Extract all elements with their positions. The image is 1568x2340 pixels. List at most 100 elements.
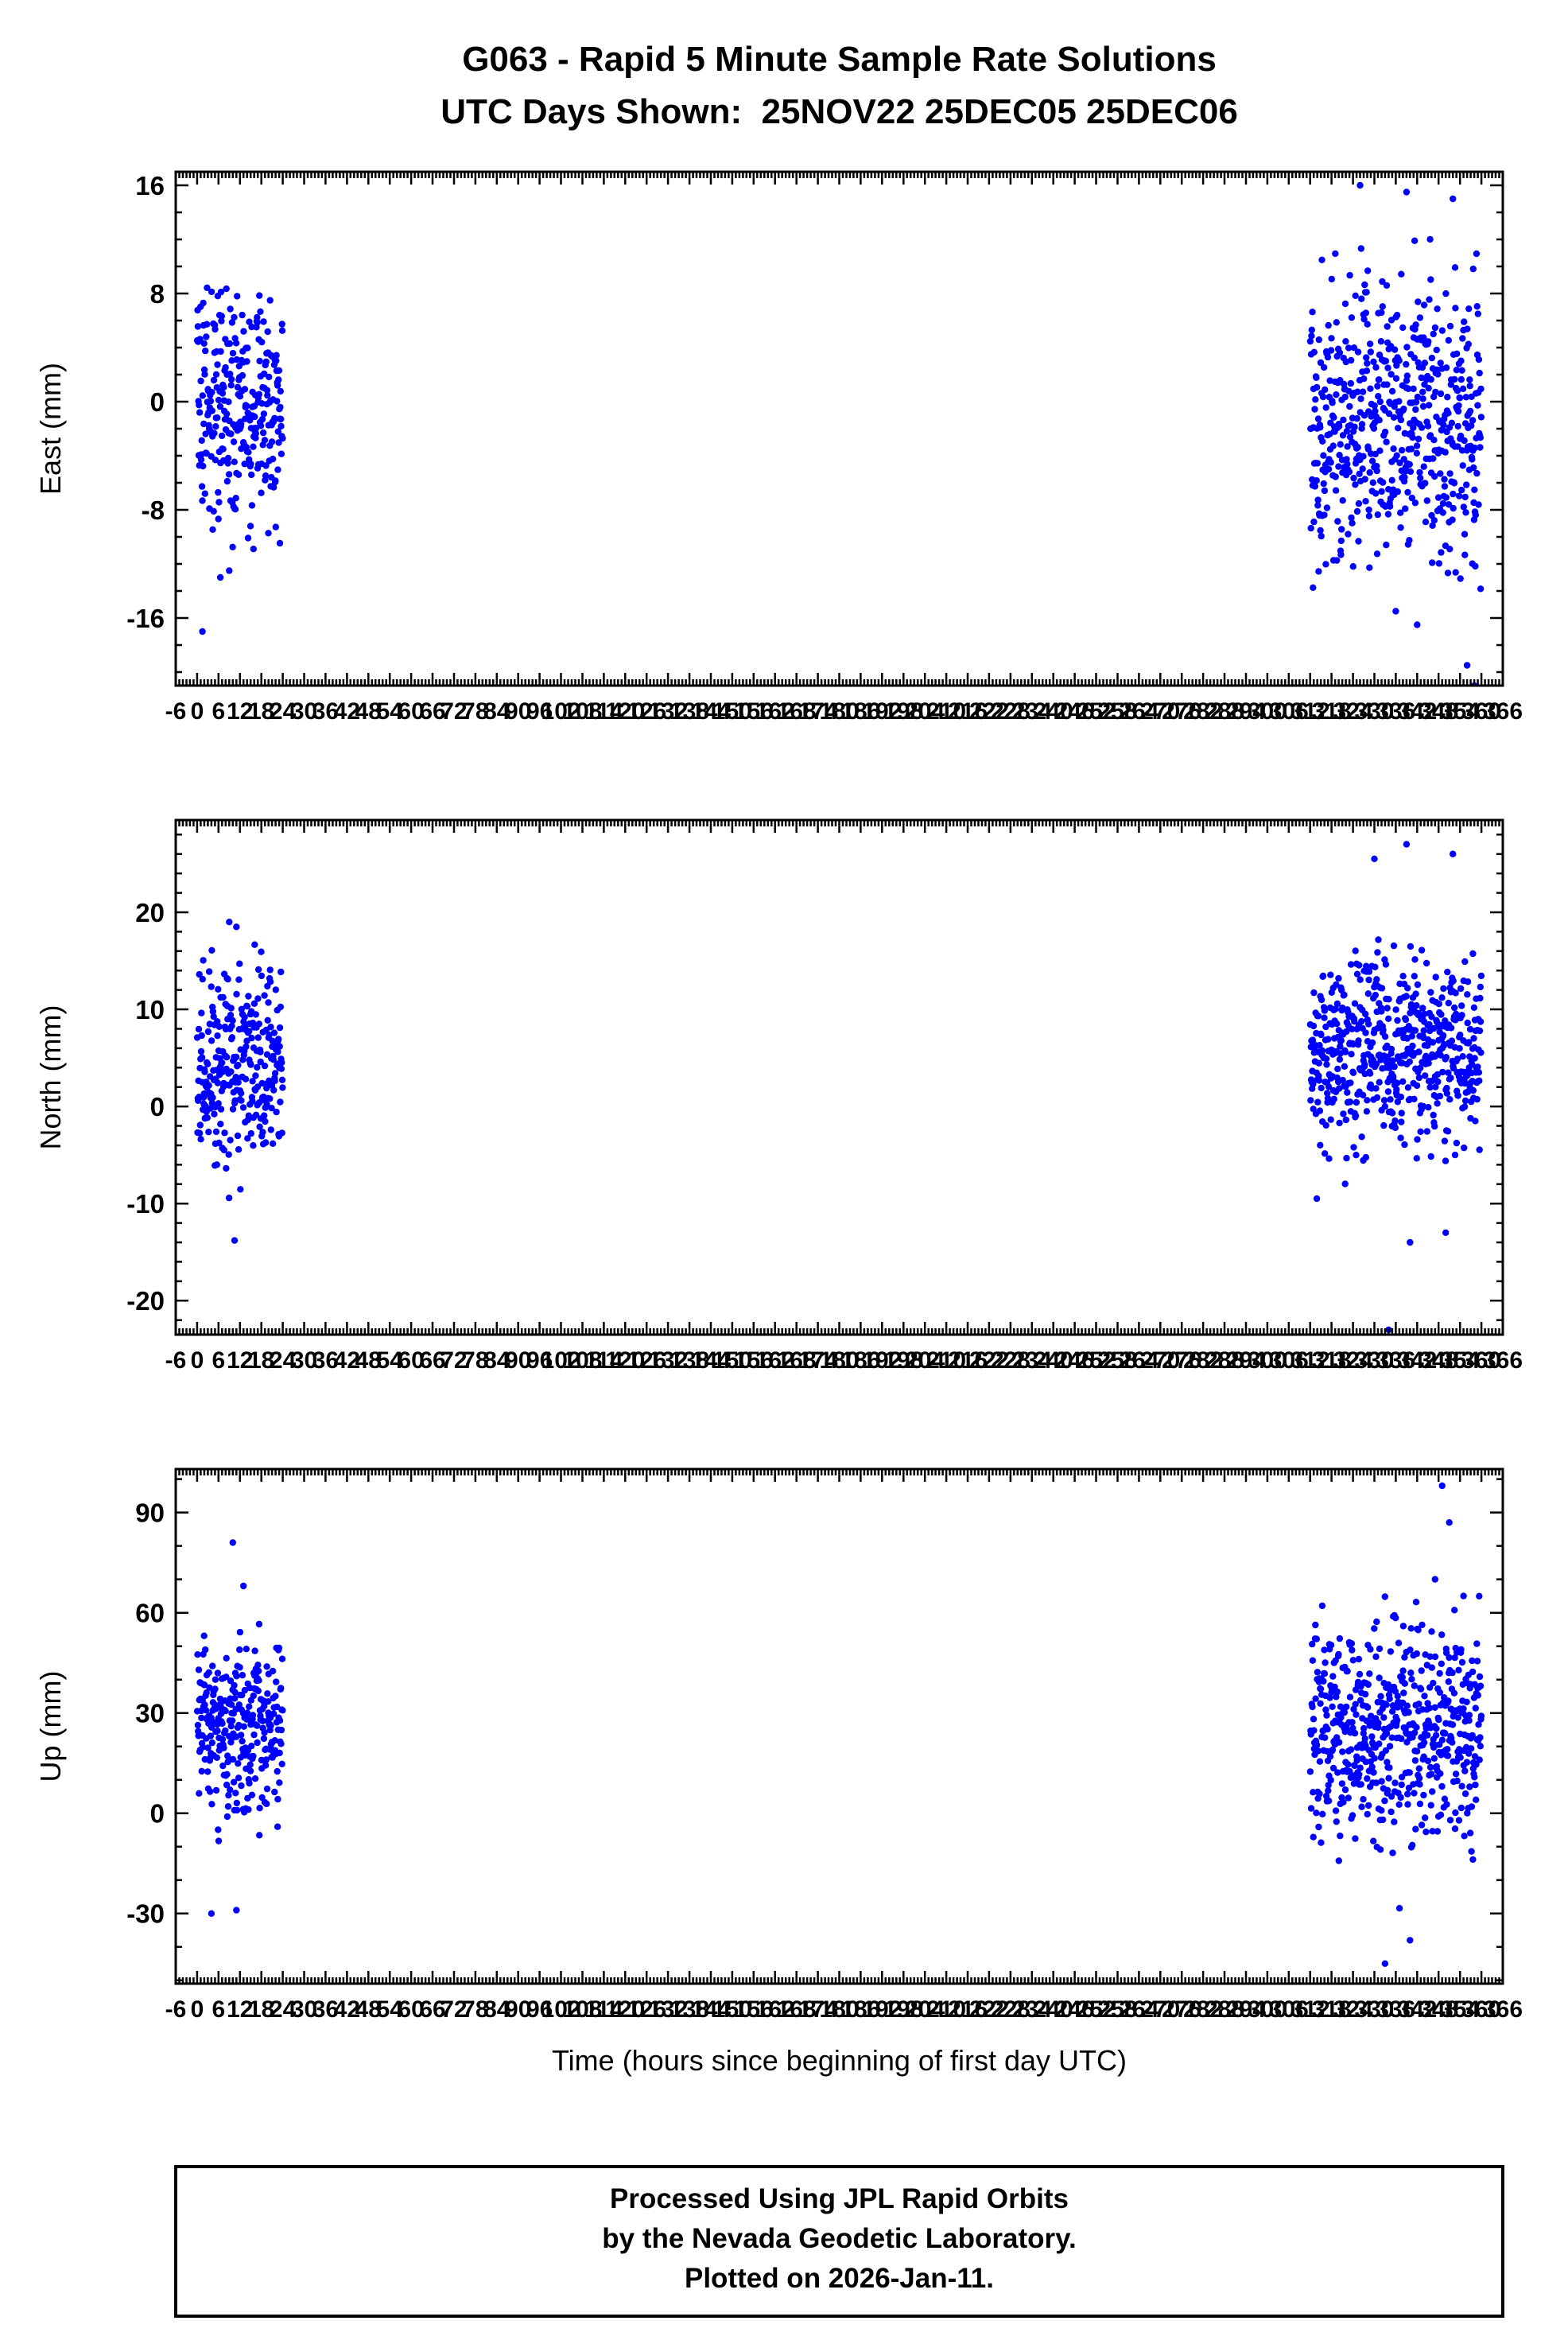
x-tick-label: 240 bbox=[1034, 1347, 1073, 1374]
x-tick-label: 222 bbox=[969, 1347, 1009, 1374]
x-tick-label: 42 bbox=[334, 698, 360, 725]
x-tick-label: 216 bbox=[948, 698, 988, 725]
x-tick-label: 48 bbox=[355, 1347, 382, 1374]
x-tick-label: -6 bbox=[165, 698, 187, 725]
x-tick-label: 276 bbox=[1162, 698, 1201, 725]
x-tick-label: 12 bbox=[227, 1996, 253, 2023]
y-tick-label: 10 bbox=[135, 995, 165, 1024]
x-tick-label: 252 bbox=[1077, 1347, 1116, 1374]
x-tick-label: 72 bbox=[441, 1996, 467, 2023]
plot-border bbox=[174, 818, 1504, 1336]
x-tick-label: 156 bbox=[734, 1996, 774, 2023]
x-tick-label: 270 bbox=[1140, 698, 1180, 725]
y-tick-label: 60 bbox=[135, 1599, 165, 1628]
x-tick-label: 120 bbox=[605, 1347, 645, 1374]
x-tick-label: 324 bbox=[1333, 698, 1373, 725]
x-tick-label: 258 bbox=[1097, 1347, 1137, 1374]
x-tick-label: 120 bbox=[605, 1996, 645, 2023]
x-tick-label: 6 bbox=[212, 1996, 225, 2023]
x-tick-label: 204 bbox=[905, 698, 945, 725]
x-tick-label: 96 bbox=[526, 698, 553, 725]
x-tick-label: 162 bbox=[755, 1347, 795, 1374]
x-tick-label: 336 bbox=[1376, 698, 1415, 725]
x-tick-label: 120 bbox=[605, 698, 645, 725]
x-tick-label: 366 bbox=[1483, 698, 1523, 725]
x-tick-label: 108 bbox=[562, 1996, 602, 2023]
x-tick-label: 54 bbox=[377, 1996, 404, 2023]
x-tick-label: 222 bbox=[969, 698, 1009, 725]
x-tick-label: 186 bbox=[840, 1996, 880, 2023]
major-ticks bbox=[174, 172, 1504, 686]
x-tick-label: 228 bbox=[991, 698, 1030, 725]
x-tick-labels: -6 0 6 121824303642485460667278849096102108… bbox=[165, 1996, 1523, 2023]
x-tick-label: 6 bbox=[212, 698, 225, 725]
x-tick-label: 0 bbox=[191, 1996, 204, 2023]
x-tick-label: 168 bbox=[777, 1347, 817, 1374]
y-tick-label: 8 bbox=[150, 279, 165, 309]
x-tick-label: 288 bbox=[1205, 1996, 1244, 2023]
x-tick-label: 234 bbox=[1012, 1996, 1052, 2023]
x-tick-label: 294 bbox=[1226, 1347, 1266, 1374]
x-tick-label: 288 bbox=[1205, 1347, 1244, 1374]
x-tick-label: 354 bbox=[1440, 1347, 1480, 1374]
x-tick-label: 36 bbox=[312, 1996, 339, 2023]
x-tick-label: 72 bbox=[441, 698, 467, 725]
x-tick-label: 354 bbox=[1440, 1996, 1480, 2023]
x-tick-label: 246 bbox=[1055, 1996, 1095, 2023]
y-tick-label: 30 bbox=[135, 1699, 165, 1728]
x-tick-label: 12 bbox=[227, 1347, 253, 1374]
x-tick-label: 78 bbox=[462, 1996, 488, 2023]
x-tick-label: 198 bbox=[883, 1347, 923, 1374]
x-tick-label: 318 bbox=[1312, 1347, 1352, 1374]
x-tick-label: 186 bbox=[840, 698, 880, 725]
x-tick-label: 36 bbox=[312, 698, 339, 725]
x-tick-label: 306 bbox=[1269, 1996, 1309, 2023]
x-tick-label: 300 bbox=[1248, 1347, 1287, 1374]
x-tick-label: 168 bbox=[777, 698, 817, 725]
x-tick-label: 240 bbox=[1034, 698, 1073, 725]
x-tick-label: 318 bbox=[1312, 1996, 1352, 2023]
y-tick-label: -16 bbox=[126, 604, 165, 633]
x-tick-labels: -6 0 6 121824303642485460667278849096102108… bbox=[165, 698, 1523, 725]
x-tick-label: 180 bbox=[819, 1996, 859, 2023]
x-tick-label: 24 bbox=[270, 698, 297, 725]
x-tick-label: 24 bbox=[270, 1996, 297, 2023]
x-tick-label: 330 bbox=[1354, 1996, 1394, 2023]
x-tick-label: 48 bbox=[355, 698, 382, 725]
x-tick-label: 126 bbox=[627, 698, 666, 725]
x-tick-label: 18 bbox=[248, 1996, 274, 2023]
x-tick-label: 312 bbox=[1290, 698, 1330, 725]
x-tick-label: 30 bbox=[291, 1347, 317, 1374]
x-tick-label: 138 bbox=[670, 1347, 709, 1374]
x-tick-label: 252 bbox=[1077, 1996, 1116, 2023]
x-tick-label: 90 bbox=[505, 1347, 531, 1374]
x-tick-label: 360 bbox=[1461, 1996, 1501, 2023]
x-tick-label: 66 bbox=[419, 1347, 445, 1374]
x-tick-label: 108 bbox=[562, 1347, 602, 1374]
x-axis-title: Time (hours since beginning of first day… bbox=[552, 2044, 1127, 2077]
footer-line-2: by the Nevada Geodetic Laboratory. bbox=[602, 2223, 1077, 2254]
x-tick-label: 360 bbox=[1461, 1347, 1501, 1374]
x-tick-label: 138 bbox=[670, 698, 709, 725]
x-tick-label: 306 bbox=[1269, 698, 1309, 725]
x-tick-label: 180 bbox=[819, 698, 859, 725]
x-tick-label: 66 bbox=[419, 1996, 445, 2023]
x-tick-label: 54 bbox=[377, 698, 404, 725]
x-tick-label: 330 bbox=[1354, 698, 1394, 725]
x-tick-label: 30 bbox=[291, 698, 317, 725]
x-tick-label: 114 bbox=[584, 698, 623, 725]
x-tick-label: 210 bbox=[926, 1996, 966, 2023]
x-tick-label: 84 bbox=[483, 698, 510, 725]
x-tick-label: 84 bbox=[483, 1347, 510, 1374]
x-tick-label: 354 bbox=[1440, 698, 1480, 725]
x-tick-label: 276 bbox=[1162, 1347, 1201, 1374]
x-tick-label: 30 bbox=[291, 1996, 317, 2023]
x-tick-label: 102 bbox=[541, 1347, 581, 1374]
x-tick-label: 42 bbox=[334, 1347, 360, 1374]
y-tick-label: 0 bbox=[150, 387, 165, 417]
x-tick-label: 198 bbox=[883, 1996, 923, 2023]
x-tick-label: 324 bbox=[1333, 1347, 1373, 1374]
